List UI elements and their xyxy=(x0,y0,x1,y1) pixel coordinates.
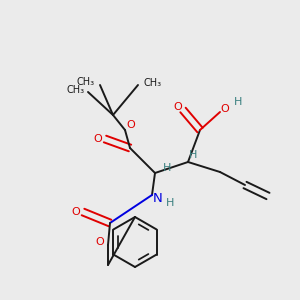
Text: O: O xyxy=(220,104,230,114)
Text: N: N xyxy=(153,191,163,205)
Text: O: O xyxy=(72,207,80,217)
Text: H: H xyxy=(163,163,171,173)
Text: H: H xyxy=(234,97,242,107)
Text: CH₃: CH₃ xyxy=(77,77,95,87)
Text: CH₃: CH₃ xyxy=(67,85,85,95)
Text: O: O xyxy=(94,134,102,144)
Text: CH₃: CH₃ xyxy=(143,78,161,88)
Text: O: O xyxy=(96,237,104,247)
Text: H: H xyxy=(189,150,197,160)
Text: O: O xyxy=(174,102,182,112)
Text: H: H xyxy=(166,198,174,208)
Text: O: O xyxy=(127,120,135,130)
